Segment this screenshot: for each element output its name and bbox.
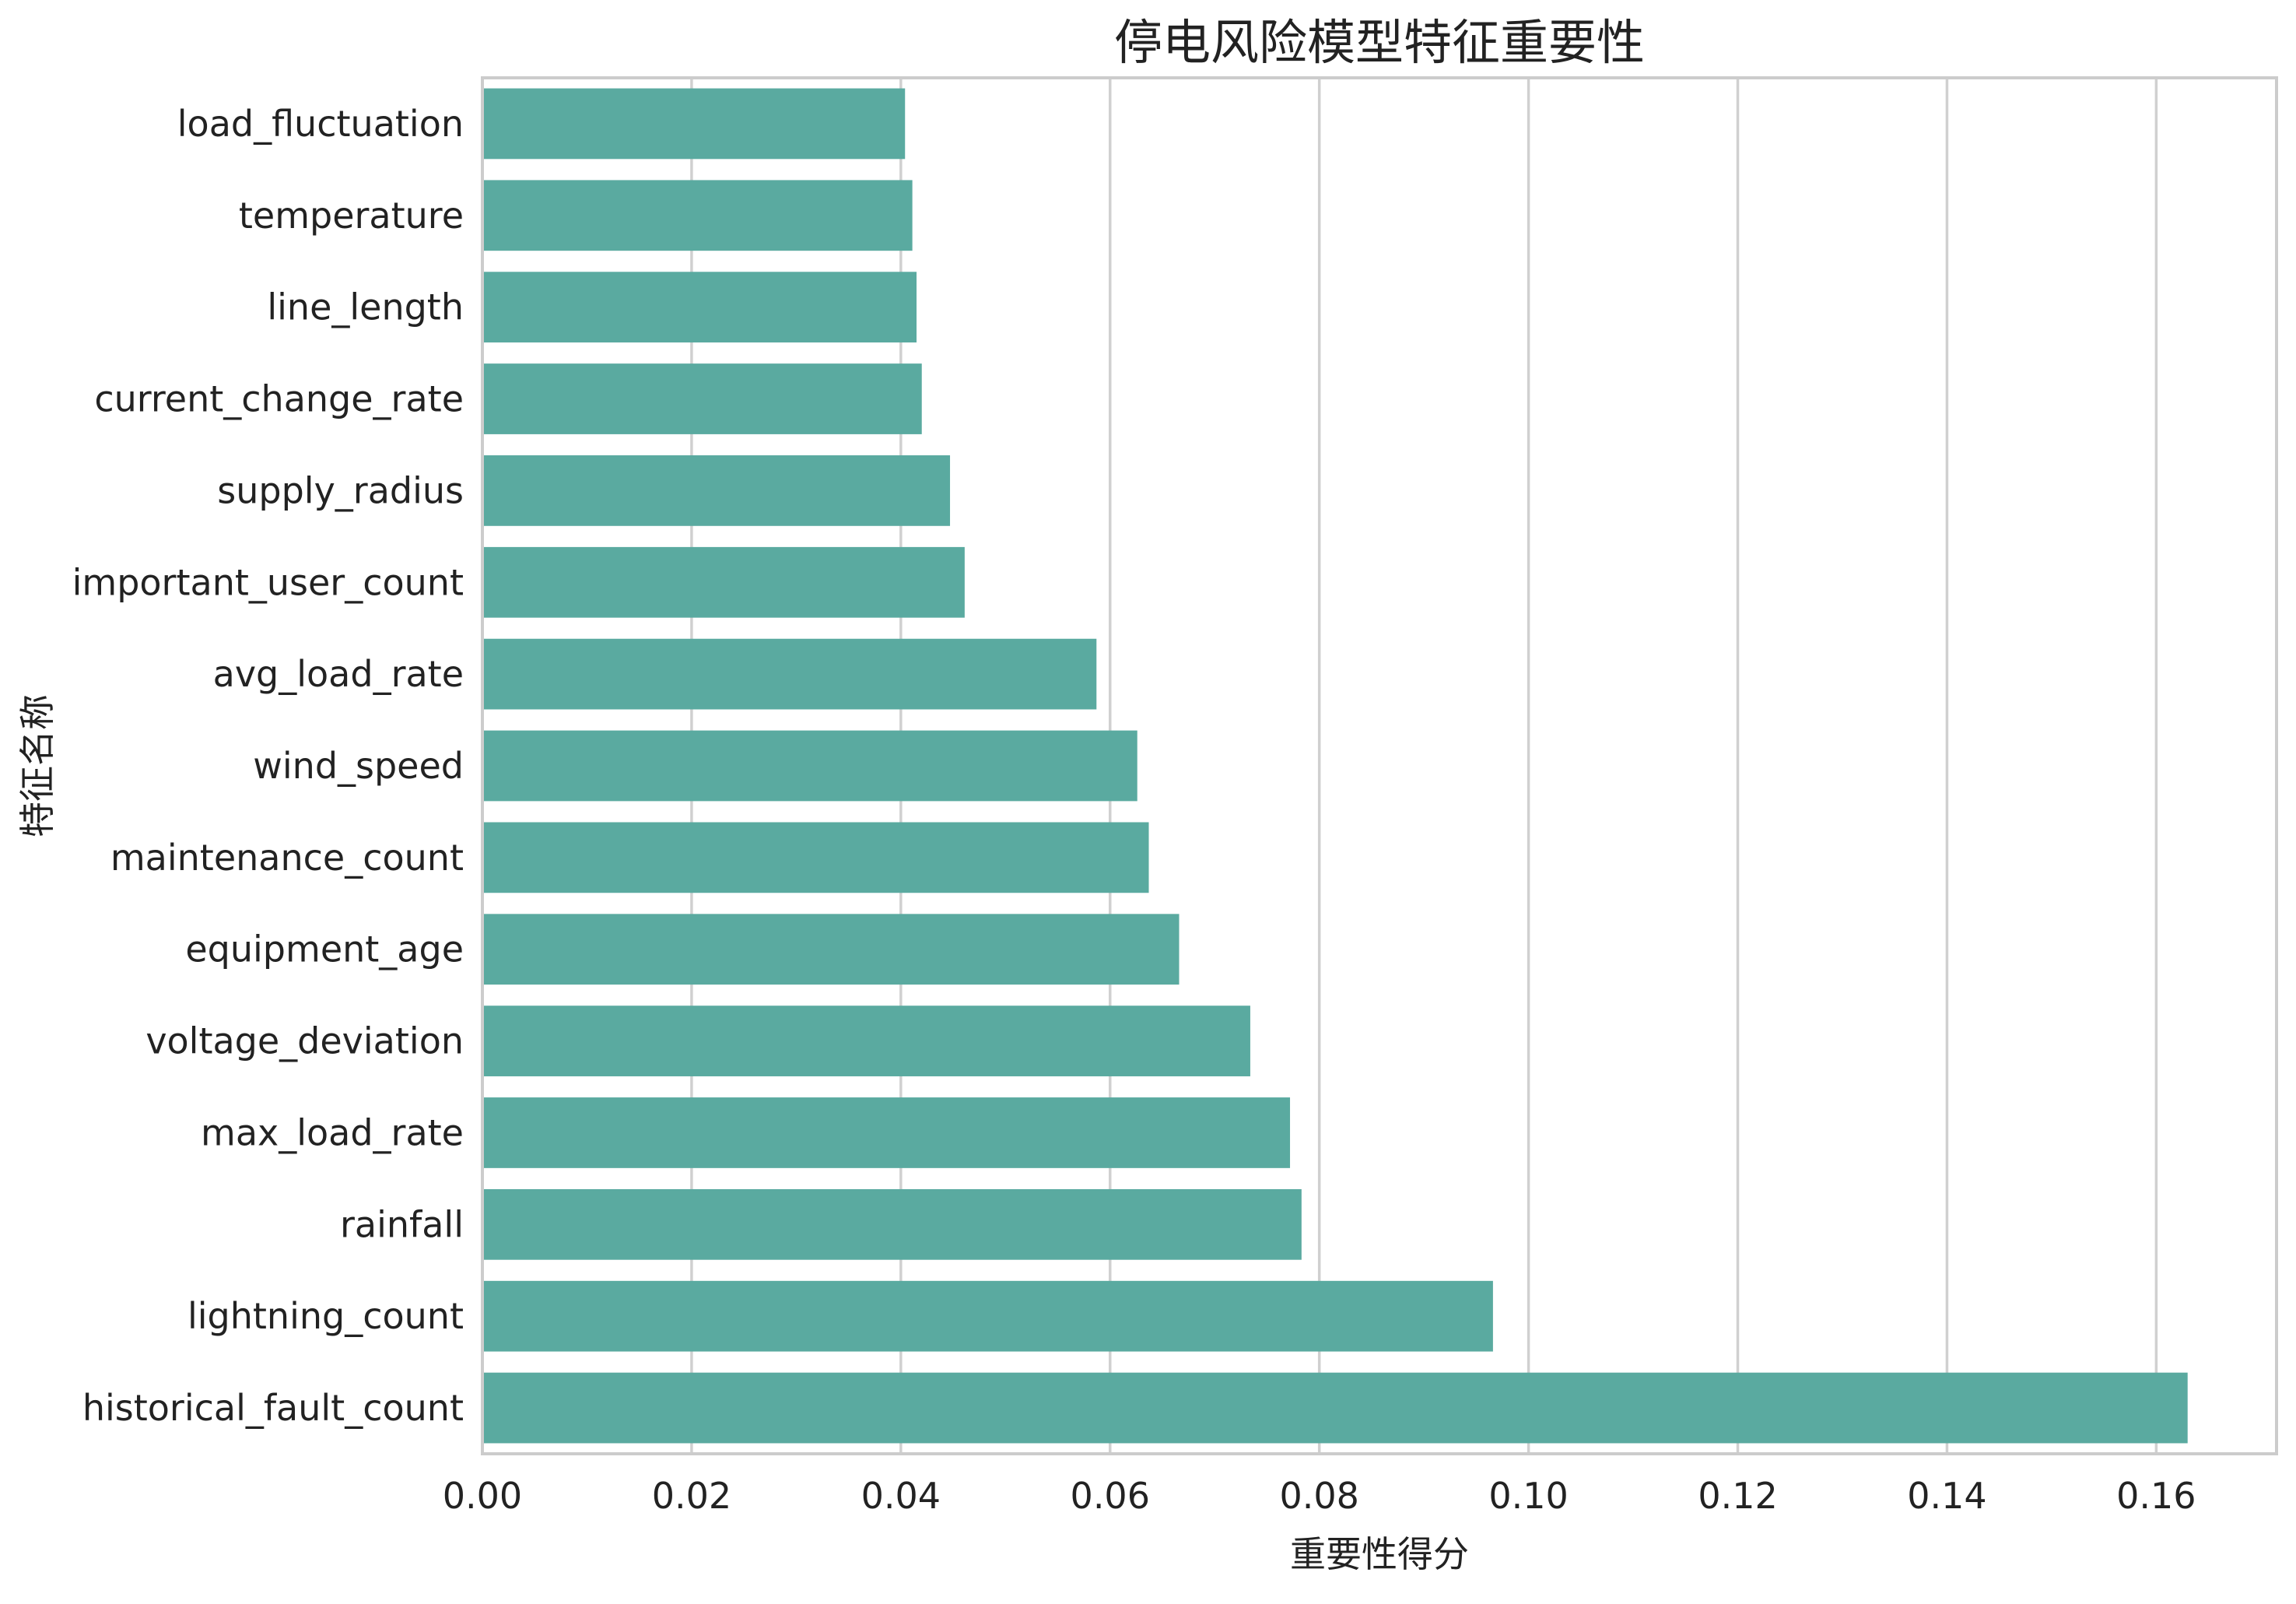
bar-load-fluctuation xyxy=(482,88,906,160)
x-tick-label: 0.10 xyxy=(1488,1475,1568,1517)
y-tick-label: rainfall xyxy=(340,1203,464,1245)
bar-equipment-age xyxy=(482,914,1180,985)
bar-wind-speed xyxy=(482,730,1137,802)
bar-layer xyxy=(482,88,2188,1444)
y-tick-label: current_change_rate xyxy=(94,378,464,420)
y-tick-label: max_load_rate xyxy=(201,1111,464,1153)
bar-line-length xyxy=(482,272,917,343)
y-tick-label: important_user_count xyxy=(72,561,464,603)
x-tick-label: 0.14 xyxy=(1907,1475,1986,1517)
x-tick-label: 0.08 xyxy=(1279,1475,1358,1517)
chart-title: 停电风险模型特征重要性 xyxy=(1114,14,1645,71)
bar-temperature xyxy=(482,180,913,251)
x-tick-label: 0.12 xyxy=(1698,1475,1777,1517)
y-axis-title: 特征名称 xyxy=(16,694,58,837)
y-tick-label: temperature xyxy=(239,195,464,237)
bar-current-change-rate xyxy=(482,363,922,434)
y-tick-labels: load_fluctuation temperature line_lengthcu… xyxy=(72,103,464,1429)
bar-historical-fault-count xyxy=(482,1372,2188,1444)
bar-avg-load-rate xyxy=(482,638,1097,710)
y-tick-label: maintenance_count xyxy=(110,837,464,879)
bar-max-load-rate xyxy=(482,1097,1291,1168)
bar-voltage-deviation xyxy=(482,1006,1250,1076)
x-tick-labels: 0.00 0.02 0.04 0.06 0.08 0.10 0.12 0.14 0.16 xyxy=(443,1475,2196,1517)
bar-maintenance-count xyxy=(482,822,1149,893)
y-tick-label: equipment_age xyxy=(185,928,464,970)
bar-lightning-count xyxy=(482,1280,1493,1352)
y-tick-label: avg_load_rate xyxy=(213,653,464,695)
bar-supply-radius xyxy=(482,455,951,526)
y-tick-label: lightning_count xyxy=(188,1295,464,1337)
y-tick-label: load_fluctuation xyxy=(177,103,464,145)
y-tick-label: voltage_deviation xyxy=(145,1020,464,1062)
x-tick-label: 0.04 xyxy=(861,1475,941,1517)
x-tick-label: 0.06 xyxy=(1071,1475,1150,1517)
x-axis-title: 重要性得分 xyxy=(1290,1533,1469,1575)
y-tick-label: line_length xyxy=(267,286,464,328)
x-tick-label: 0.00 xyxy=(443,1475,522,1517)
bar-rainfall xyxy=(482,1188,1302,1260)
x-tick-label: 0.02 xyxy=(652,1475,731,1517)
bar-important-user-count xyxy=(482,546,965,618)
x-tick-label: 0.16 xyxy=(2116,1475,2196,1517)
y-tick-label: historical_fault_count xyxy=(82,1387,464,1429)
plot-frame xyxy=(481,76,2278,1455)
y-tick-label: wind_speed xyxy=(253,745,464,787)
y-tick-label: supply_radius xyxy=(217,469,464,511)
